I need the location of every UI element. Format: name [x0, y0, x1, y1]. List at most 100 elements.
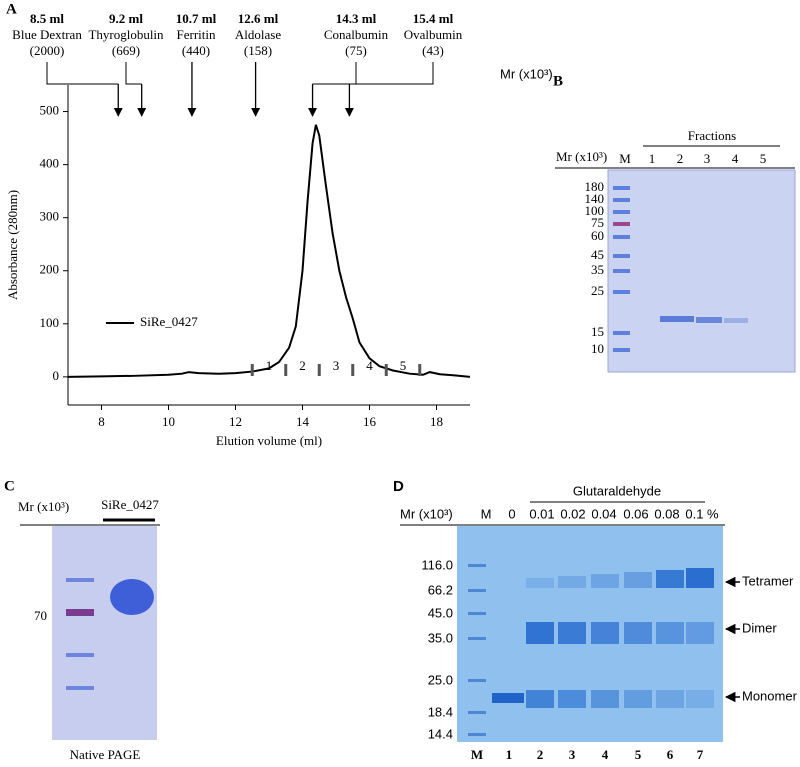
- x-tick-label: 16: [363, 414, 377, 429]
- x-tick-label: 12: [229, 414, 242, 429]
- connector: [312, 62, 357, 85]
- standard-name: Thyroglobulin: [88, 27, 164, 42]
- lane-label: 0.01: [529, 506, 554, 521]
- mr-label: Mr (x10³): [500, 66, 553, 81]
- band: [656, 570, 684, 588]
- band: [492, 693, 524, 703]
- y-tick-label: 300: [40, 209, 60, 224]
- marker-label: 15: [591, 324, 604, 339]
- fraction-edge: [284, 364, 288, 376]
- fraction-edge: [250, 364, 254, 376]
- x-tick-label: 18: [430, 414, 443, 429]
- standard-volume: 12.6 ml: [238, 11, 279, 26]
- x-tick-label: 8: [98, 414, 105, 429]
- lane-label: 5: [760, 151, 767, 166]
- fraction-label: 3: [333, 358, 340, 373]
- sample-label: SiRe_0427: [101, 497, 159, 512]
- ladder-band: [613, 222, 630, 226]
- fraction-edge: [384, 364, 388, 376]
- ladder-band: [613, 254, 630, 258]
- gel-header: Fractions: [688, 128, 736, 143]
- gel: [52, 526, 157, 740]
- marker-label: 25: [591, 283, 604, 298]
- band: [624, 690, 652, 708]
- standard-name: Conalbumin: [324, 27, 389, 42]
- marker-label: 75: [591, 215, 604, 230]
- band: [660, 316, 694, 322]
- ladder-band: [468, 711, 486, 714]
- ladder-band: [66, 653, 94, 657]
- lane-label: M: [481, 506, 492, 521]
- x-axis-label: Elution volume (ml): [216, 433, 322, 448]
- band: [656, 622, 684, 644]
- ladder-band: [613, 235, 630, 239]
- band-label: Monomer: [742, 688, 798, 703]
- legend-label: SiRe_0427: [140, 314, 198, 329]
- band: [110, 579, 154, 615]
- gel-header: Glutaraldehyde: [573, 483, 661, 498]
- marker-label: 180: [585, 179, 605, 194]
- fraction-label: 4: [366, 358, 373, 373]
- ladder-band: [468, 679, 486, 682]
- panel-letter: B: [553, 73, 563, 89]
- standard-mr: (669): [112, 43, 140, 58]
- ladder-band: [468, 589, 486, 592]
- marker-label: 35.0: [428, 630, 453, 645]
- ladder-band: [613, 331, 630, 335]
- band-label: Dimer: [742, 620, 777, 635]
- ladder-band: [613, 290, 630, 294]
- mr-label: Mr (x10³): [400, 506, 453, 521]
- lane-number: 6: [667, 747, 674, 762]
- band: [526, 622, 554, 644]
- lane-label: 0.02: [560, 506, 585, 521]
- lane-number: 7: [697, 747, 704, 762]
- ladder-band: [66, 578, 94, 582]
- ladder-band: [613, 186, 630, 190]
- lane-label: M: [619, 151, 631, 166]
- standard-name: Ferritin: [177, 27, 216, 42]
- band: [686, 690, 714, 708]
- standard-volume: 14.3 ml: [336, 11, 377, 26]
- connector: [349, 62, 434, 85]
- band: [656, 690, 684, 708]
- ladder-band: [613, 198, 630, 202]
- standard-mr: (158): [244, 43, 272, 58]
- standard-mr: (75): [345, 43, 367, 58]
- band: [686, 568, 714, 588]
- panel-letter: C: [4, 478, 15, 494]
- lane-label: 4: [732, 151, 739, 166]
- y-tick-label: 400: [40, 156, 60, 171]
- fraction-label: 5: [400, 358, 407, 373]
- standard-volume: 9.2 ml: [109, 11, 143, 26]
- band: [558, 690, 586, 708]
- fraction-edge: [317, 364, 321, 376]
- fraction-edge: [351, 364, 355, 376]
- y-tick-label: 0: [53, 368, 60, 383]
- ladder-band: [613, 348, 630, 352]
- band: [696, 317, 722, 323]
- ladder-band: [613, 210, 630, 214]
- lane-number: 2: [537, 747, 544, 762]
- band: [724, 318, 748, 323]
- band-label: Tetramer: [742, 573, 794, 588]
- y-axis-label: Absorbance (280nm): [5, 190, 20, 300]
- gel: [607, 169, 796, 373]
- standard-name: Ovalbumin: [404, 27, 463, 42]
- standard-volume: 10.7 ml: [176, 11, 217, 26]
- marker-label: 66.2: [428, 582, 453, 597]
- band: [526, 690, 554, 708]
- marker-label: 18.4: [428, 704, 453, 719]
- mr-label: Mr (x10³): [556, 149, 607, 164]
- y-tick-label: 200: [40, 262, 60, 277]
- standard-mr: (2000): [30, 43, 65, 58]
- y-tick-label: 500: [40, 103, 60, 118]
- standard-volume: 15.4 ml: [413, 11, 454, 26]
- lane-label: 0.1 %: [685, 506, 719, 521]
- marker-label: 45.0: [428, 605, 453, 620]
- ladder-band: [66, 686, 94, 690]
- band: [591, 622, 619, 644]
- band: [526, 578, 554, 588]
- standard-name: Aldolase: [235, 27, 281, 42]
- standard-mr: (43): [422, 43, 444, 58]
